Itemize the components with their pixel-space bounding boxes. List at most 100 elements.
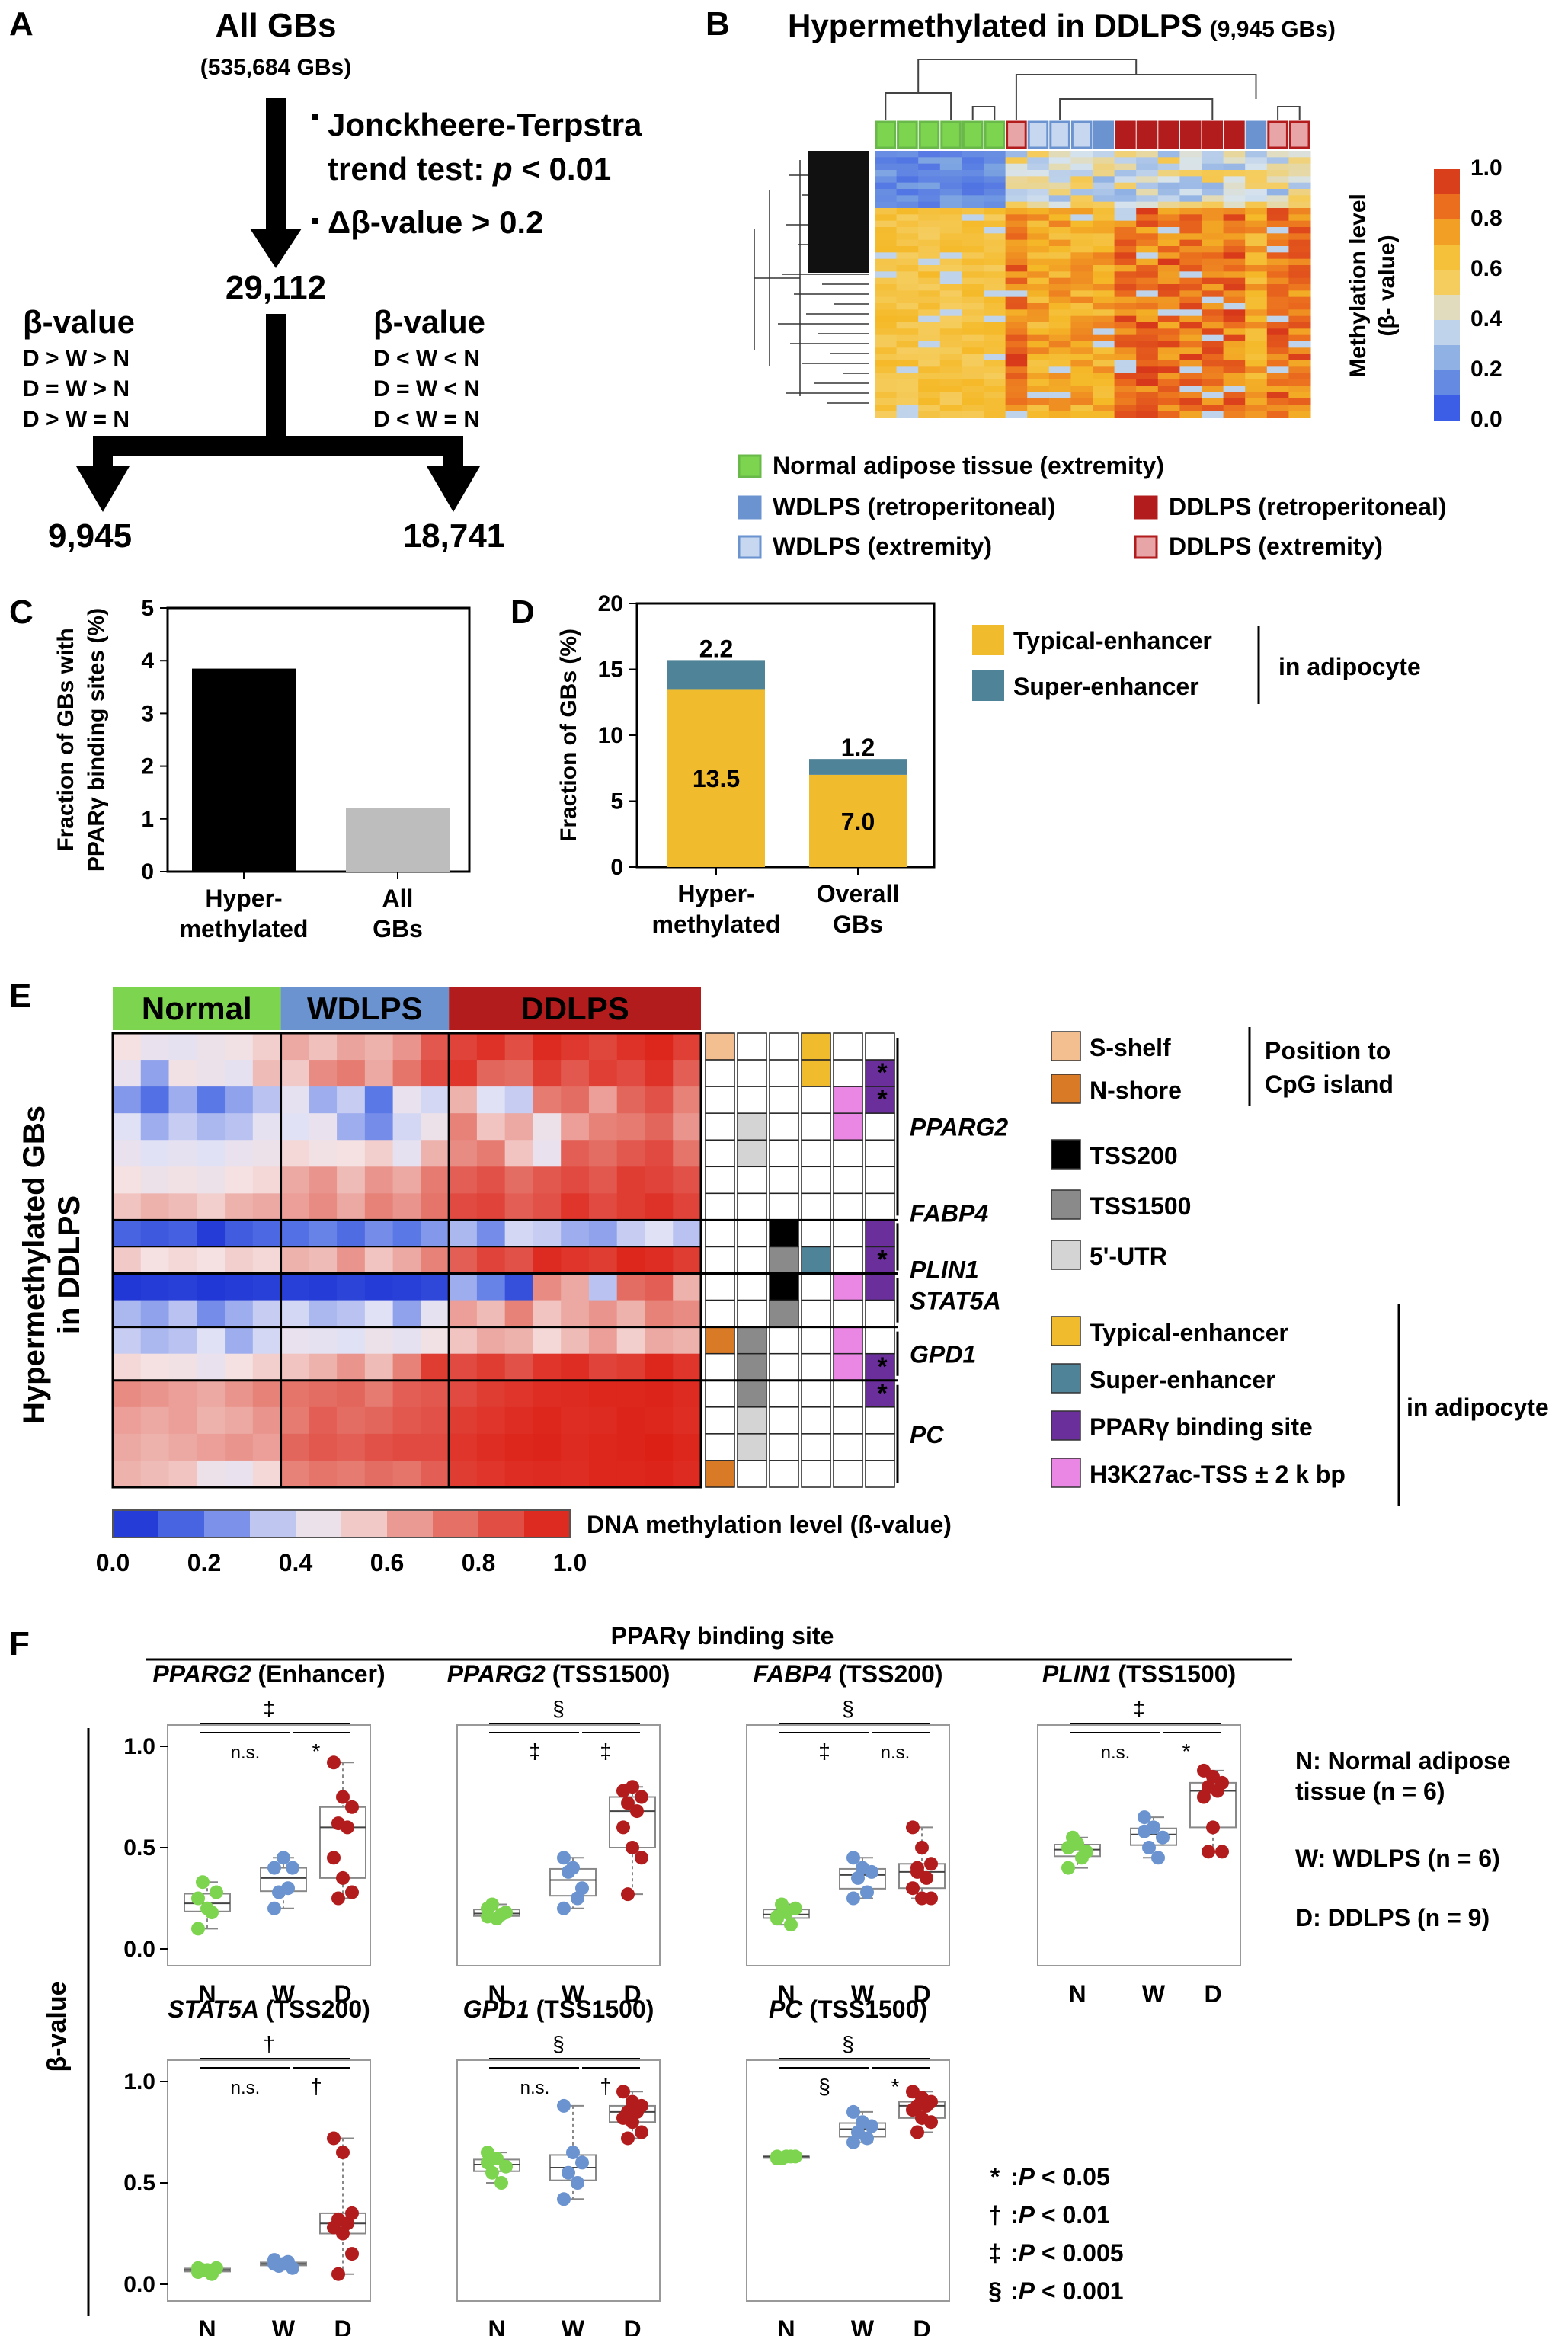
heatmap-cell xyxy=(1157,366,1180,374)
heat-cell xyxy=(645,1326,674,1355)
heat-cell xyxy=(645,1060,674,1087)
heatmap-cell xyxy=(984,303,1006,310)
colorbar-swatch xyxy=(1434,345,1460,371)
heatmap-cell xyxy=(1157,296,1180,304)
heatmap-cell xyxy=(1245,195,1268,203)
panel-letter-d: D xyxy=(510,594,535,631)
heat-cell xyxy=(309,1060,338,1087)
annotation-cell xyxy=(833,1166,863,1195)
heatmap-cell xyxy=(896,334,919,342)
heat-cell xyxy=(673,1246,702,1275)
bar-c xyxy=(192,668,296,872)
heatmap-cell xyxy=(1223,208,1246,215)
legend-label-pos: S-shelf xyxy=(1090,1034,1171,1061)
heat-cell xyxy=(588,1140,618,1167)
heatmap-cell xyxy=(1048,176,1071,184)
heatmap-cell xyxy=(1027,271,1050,279)
heat-cell xyxy=(533,1033,562,1061)
heat-cell xyxy=(421,1246,450,1275)
heat-cell xyxy=(561,1326,590,1355)
heat-cell xyxy=(533,1060,562,1087)
heatmap-cell xyxy=(1136,246,1159,253)
heatmap-cell xyxy=(1245,334,1268,342)
heatmap-cell xyxy=(1048,227,1071,234)
heat-cell xyxy=(616,1460,645,1488)
data-point xyxy=(621,1887,635,1902)
annotation-cell xyxy=(737,1460,767,1488)
heatmap-cell xyxy=(1202,290,1224,298)
heatmap-cell xyxy=(1157,373,1180,380)
heat-cell xyxy=(645,1406,674,1435)
heatmap-cell xyxy=(1179,176,1202,184)
heatmap-cell xyxy=(1114,405,1137,412)
heat-cell xyxy=(113,1273,142,1301)
heatmap-cell xyxy=(896,379,919,386)
panel-letter-f: F xyxy=(9,1625,30,1662)
pvalue-threshold: < 0.05 xyxy=(1035,2163,1110,2190)
legend-label-region: TSS1500 xyxy=(1090,1192,1191,1220)
heatmap-cell xyxy=(1027,341,1050,348)
heatmap-cell xyxy=(1005,360,1028,367)
annotation-cell xyxy=(737,1299,767,1328)
heatmap-cell xyxy=(875,284,898,291)
heatmap-cell xyxy=(1288,360,1311,367)
criteria-jt: Jonckheere-Terpstra xyxy=(328,107,642,142)
heat-cell xyxy=(561,1406,590,1435)
heatmap-cell xyxy=(875,163,898,171)
heatmap-cell xyxy=(1136,189,1159,196)
heatmap-cell xyxy=(1048,208,1071,215)
data-point xyxy=(1156,1830,1170,1845)
heatmap-cell xyxy=(1114,271,1137,279)
heat-cell xyxy=(392,1433,421,1461)
data-point xyxy=(906,1881,920,1896)
heatmap-cell xyxy=(1288,386,1311,393)
box-title-gene: PPARG2 xyxy=(447,1660,546,1688)
data-point xyxy=(191,1891,205,1906)
heatmap-cell xyxy=(1093,208,1115,215)
colorbar-tick-e: 0.8 xyxy=(462,1549,495,1576)
side-legend-n-1: N: Normal adipose xyxy=(1295,1747,1511,1774)
heatmap-cell xyxy=(1027,151,1050,158)
heatmap-cell xyxy=(1223,296,1246,304)
heatmap-cell xyxy=(1288,398,1311,405)
annotation-cell xyxy=(769,1219,799,1248)
box-frame xyxy=(746,1724,950,1966)
heatmap-cell xyxy=(918,303,941,310)
sig-overall: § xyxy=(552,2032,565,2056)
group-header-wdlps xyxy=(280,987,450,1030)
heatmap-cell xyxy=(1266,163,1289,171)
heat-cell xyxy=(588,1353,618,1381)
f-ytick-label: 1.0 xyxy=(123,1734,155,1759)
heat-cell xyxy=(533,1273,562,1301)
data-point xyxy=(635,2125,648,2139)
annotation-cell xyxy=(769,1380,799,1408)
heat-cell xyxy=(140,1273,170,1301)
legend-swatch-d xyxy=(972,625,1004,655)
heat-cell xyxy=(449,1220,478,1247)
heatmap-cell xyxy=(1005,315,1028,323)
heatmap-cell xyxy=(1202,195,1224,203)
heatmap-cell xyxy=(1223,366,1246,374)
heatmap-cell xyxy=(1027,227,1050,234)
legend-swatch-adipo xyxy=(1051,1316,1081,1346)
heat-cell xyxy=(645,1086,674,1114)
heat-cell xyxy=(337,1113,366,1141)
heatmap-cell xyxy=(1136,195,1159,203)
heat-cell xyxy=(476,1220,506,1247)
heat-cell xyxy=(476,1406,506,1435)
heatmap-cell xyxy=(896,220,919,228)
data-point xyxy=(846,1891,860,1906)
heatmap-cell xyxy=(1093,341,1115,348)
annotation-cell xyxy=(737,1433,767,1461)
heat-cell xyxy=(113,1140,142,1167)
heatmap-cell xyxy=(896,341,919,348)
annotation-cell xyxy=(833,1272,863,1301)
box-title-region: (TSS1500) xyxy=(1112,1660,1237,1688)
heatmap-cell xyxy=(1245,284,1268,291)
heat-cell xyxy=(421,1140,450,1167)
heat-cell xyxy=(504,1353,533,1381)
heatmap-cell xyxy=(1223,303,1246,310)
heat-cell xyxy=(309,1166,338,1194)
data-point xyxy=(562,2165,575,2180)
heat-cell xyxy=(168,1246,197,1275)
